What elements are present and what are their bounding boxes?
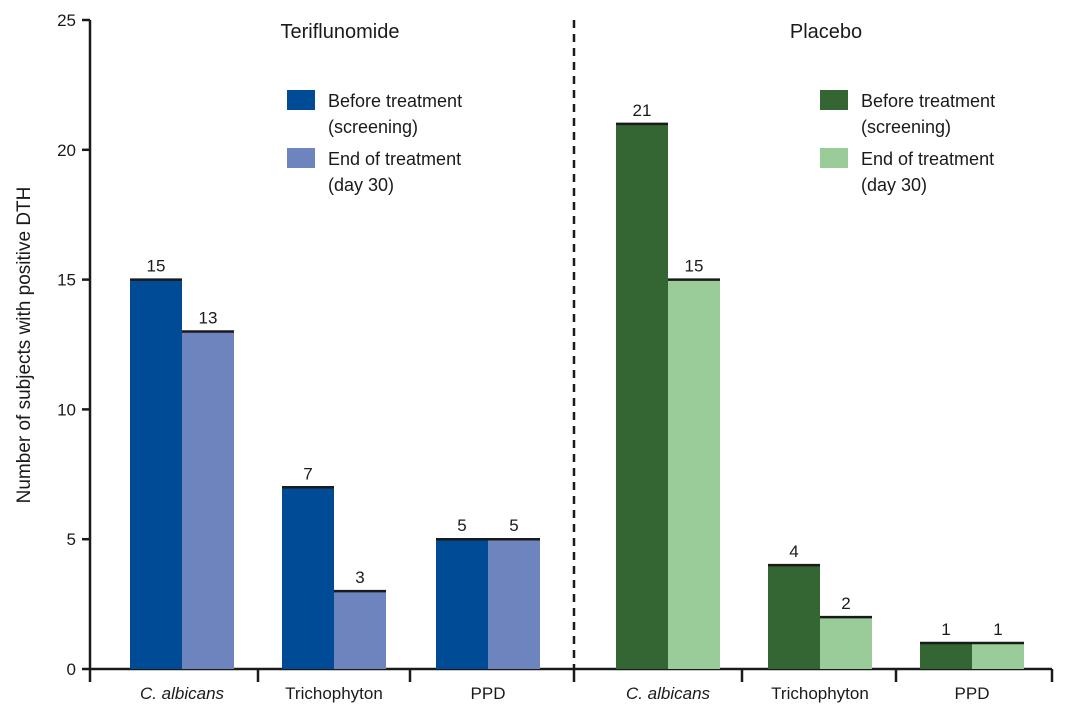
y-tick-label: 20 xyxy=(57,141,76,160)
panel-teriflunomide: Teriflunomide Before treatment (screening)… xyxy=(130,21,540,703)
legend-label: (day 30) xyxy=(861,175,927,195)
category-label: Trichophyton xyxy=(285,684,383,703)
category-label: C. albicans xyxy=(626,684,711,703)
data-label: 15 xyxy=(147,257,166,276)
legend-label: Before treatment xyxy=(861,91,995,111)
category-label: Trichophyton xyxy=(771,684,869,703)
legend-swatch xyxy=(820,148,848,168)
y-tick-label: 10 xyxy=(57,400,76,419)
data-label: 1 xyxy=(993,620,1002,639)
legend-swatch xyxy=(287,148,315,168)
bar xyxy=(820,617,872,669)
y-axis-title: Number of subjects with positive DTH xyxy=(14,187,35,504)
y-tick-label: 25 xyxy=(57,11,76,30)
bar xyxy=(920,643,972,669)
category-label: PPD xyxy=(955,684,990,703)
data-label: 2 xyxy=(841,594,850,613)
data-label: 4 xyxy=(789,542,798,561)
y-tick-label: 5 xyxy=(67,530,76,549)
bar xyxy=(436,539,488,669)
data-label: 5 xyxy=(457,516,466,535)
bar xyxy=(130,279,182,669)
bar xyxy=(972,643,1024,669)
legend-label: (screening) xyxy=(328,117,418,137)
data-label: 3 xyxy=(355,568,364,587)
data-label: 5 xyxy=(509,516,518,535)
y-axis: 0 5 10 15 20 25 xyxy=(57,11,92,679)
category-label: C. albicans xyxy=(140,684,225,703)
legend-label: Before treatment xyxy=(328,91,462,111)
legend-swatch xyxy=(820,90,848,110)
bar xyxy=(182,331,234,669)
legend-label: End of treatment xyxy=(861,149,994,169)
data-label: 13 xyxy=(199,309,218,328)
legend-label: End of treatment xyxy=(328,149,461,169)
data-label: 21 xyxy=(633,101,652,120)
legend-swatch xyxy=(287,90,315,110)
data-label: 15 xyxy=(685,257,704,276)
data-label: 1 xyxy=(941,620,950,639)
y-tick-label: 15 xyxy=(57,271,76,290)
legend-label: (screening) xyxy=(861,117,951,137)
data-label: 7 xyxy=(303,464,312,483)
y-tick-label: 0 xyxy=(67,660,76,679)
bar xyxy=(668,279,720,669)
panel-title: Placebo xyxy=(790,21,862,43)
bar xyxy=(334,591,386,669)
bar xyxy=(488,539,540,669)
category-label: PPD xyxy=(471,684,506,703)
bar xyxy=(282,487,334,669)
panel-placebo: Placebo Before treatment (screening) End of… xyxy=(616,21,1024,703)
x-axis xyxy=(88,667,1054,682)
bar xyxy=(768,565,820,669)
chart-panels: Teriflunomide Before treatment (screening)… xyxy=(130,20,1024,703)
panel-title: Teriflunomide xyxy=(281,21,400,43)
legend-label: (day 30) xyxy=(328,175,394,195)
bar xyxy=(616,123,668,670)
